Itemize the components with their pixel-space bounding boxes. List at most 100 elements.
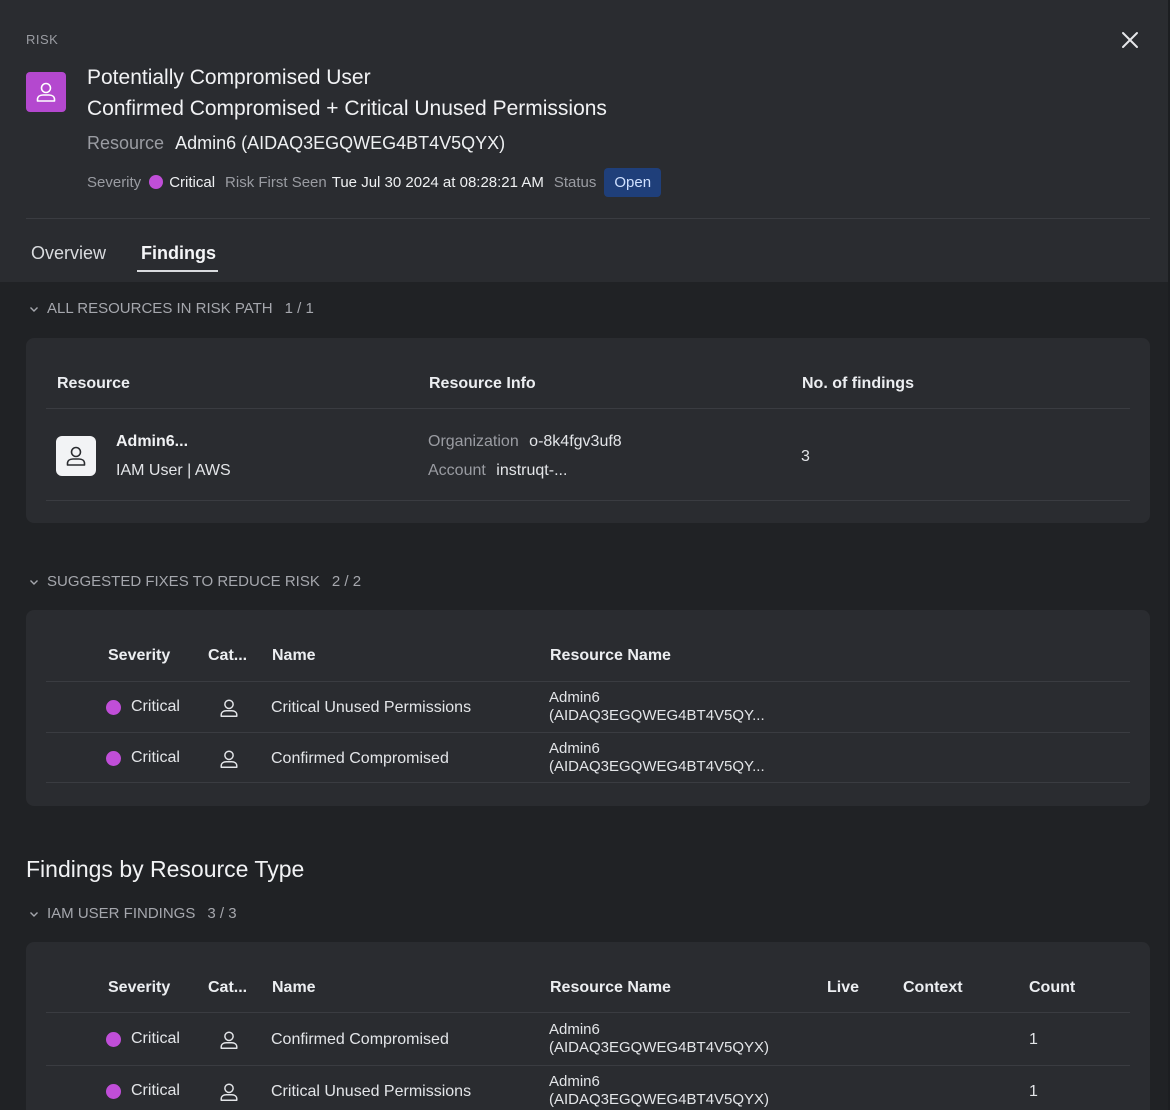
section-toggle-resources[interactable]: ALL RESOURCES IN RISK PATH 1 / 1 (28, 300, 314, 317)
resource-name-line-2: (AIDAQ3EGQWEG4BT4V5QY... (549, 707, 765, 724)
account-label: Account (428, 462, 486, 479)
section-count: 2 / 2 (331, 573, 362, 590)
tab-overview[interactable]: Overview (31, 243, 107, 263)
finding-name[interactable]: Critical Unused Permissions (271, 699, 472, 716)
header-divider (46, 408, 1130, 409)
row-divider (46, 732, 1130, 733)
user-icon (220, 1083, 238, 1101)
close-icon (1122, 32, 1138, 48)
user-icon (220, 699, 238, 717)
severity-cell: Critical (106, 698, 180, 716)
org-value: o-8k4fgv3uf8 (529, 433, 622, 450)
critical-dot-icon (106, 1031, 121, 1047)
severity-text: Critical (131, 1030, 180, 1047)
resource-avatar (56, 436, 96, 476)
findings-count: 3 (801, 448, 810, 465)
column-header-count: Count (1029, 979, 1076, 996)
active-tab-indicator (137, 270, 218, 272)
resource-type: IAM User | AWS (116, 462, 231, 479)
fixes-table: Severity Cat... Name Resource Name Criti… (26, 610, 1150, 806)
section-count: 3 / 3 (207, 905, 237, 922)
user-icon (36, 82, 56, 102)
resource-name-cell: Admin6 (AIDAQ3EGQWEG4BT4V5QYX) (549, 1021, 769, 1057)
status-label: Status (553, 173, 597, 191)
resource-label: Resource (87, 133, 165, 153)
section-title: IAM USER FINDINGS (47, 905, 196, 922)
column-header-severity: Severity (108, 979, 171, 996)
section-count: 1 / 1 (284, 300, 314, 317)
user-icon (66, 446, 86, 466)
column-header-findings: No. of findings (802, 375, 914, 392)
resource-name-cell: Admin6 (AIDAQ3EGQWEG4BT4V5QY... (549, 689, 765, 725)
column-header-resource: Resource (57, 375, 130, 392)
resource-name-line-2: (AIDAQ3EGQWEG4BT4V5QYX) (549, 1091, 770, 1108)
account-value: instruqt-... (496, 462, 568, 479)
resource-name-line-2: (AIDAQ3EGQWEG4BT4V5QY... (549, 758, 765, 775)
column-header-resource-name: Resource Name (550, 979, 671, 996)
resource-name-line-1: Admin6 (549, 1073, 600, 1090)
count-cell: 1 (1029, 1031, 1038, 1048)
status-badge[interactable]: Open (604, 167, 662, 197)
header-divider (26, 218, 1150, 219)
header-divider (46, 681, 1130, 682)
iam-findings-table: Severity Cat... Name Resource Name Live … (26, 942, 1150, 1110)
user-icon (220, 1031, 238, 1049)
severity-text: Critical (131, 749, 180, 766)
chevron-down-icon (30, 579, 38, 585)
resource-name-line-2: (AIDAQ3EGQWEG4BT4V5QYX) (549, 1039, 770, 1056)
column-header-live: Live (827, 979, 860, 996)
finding-name[interactable]: Confirmed Compromised (271, 750, 449, 767)
user-icon (220, 750, 238, 768)
risk-meta: Severity Critical Risk First Seen Tue Ju… (87, 167, 662, 197)
first-seen-label: Risk First Seen (225, 173, 327, 191)
section-toggle-fixes[interactable]: SUGGESTED FIXES TO REDUCE RISK 2 / 2 (28, 573, 361, 590)
risk-kicker: RISK (26, 32, 59, 47)
resource-name-cell: Admin6 (AIDAQ3EGQWEG4BT4V5QYX) (549, 1073, 769, 1109)
finding-name[interactable]: Confirmed Compromised (271, 1031, 449, 1048)
severity-label: Severity (87, 173, 142, 191)
column-header-category: Cat... (208, 647, 248, 664)
first-seen-value: Tue Jul 30 2024 at 08:28:21 AM (331, 173, 544, 191)
severity-cell: Critical (106, 1030, 180, 1048)
count-cell: 1 (1029, 1083, 1038, 1100)
resource-name-line-1: Admin6 (549, 1021, 600, 1038)
org-label: Organization (428, 433, 519, 450)
severity-text: Critical (131, 698, 180, 715)
resource-name-link[interactable]: Admin6... (116, 433, 189, 450)
section-title: ALL RESOURCES IN RISK PATH (47, 300, 273, 317)
risk-user-avatar (26, 72, 66, 112)
tab-findings[interactable]: Findings (141, 243, 216, 263)
section-title: SUGGESTED FIXES TO REDUCE RISK (47, 573, 320, 590)
row-divider (46, 782, 1130, 783)
resource-name-line-1: Admin6 (549, 740, 600, 757)
findings-by-type-heading: Findings by Resource Type (26, 856, 305, 882)
title-line-2: Confirmed Compromised + Critical Unused … (87, 97, 607, 120)
header-divider (46, 1012, 1130, 1013)
risk-header: RISK Potentially Compromised User Confir… (0, 0, 1168, 282)
title-line-1: Potentially Compromised User (87, 66, 371, 89)
finding-name[interactable]: Critical Unused Permissions (271, 1083, 472, 1100)
chevron-down-icon (30, 911, 38, 917)
column-header-resource-info: Resource Info (429, 375, 536, 392)
critical-dot-icon (106, 699, 121, 715)
column-header-name: Name (272, 979, 316, 996)
chevron-down-icon (30, 306, 38, 312)
close-button[interactable] (1116, 26, 1144, 54)
resources-table: Resource Resource Info No. of findings A… (26, 338, 1150, 523)
column-header-name: Name (272, 647, 316, 664)
column-header-category: Cat... (208, 979, 248, 996)
critical-dot-icon (106, 750, 121, 766)
critical-dot-icon (149, 175, 164, 189)
severity-cell: Critical (106, 749, 180, 767)
severity-cell: Critical (106, 1082, 180, 1100)
resource-value: Admin6 (AIDAQ3EGQWEG4BT4V5QYX) (175, 133, 506, 153)
resource-name-cell: Admin6 (AIDAQ3EGQWEG4BT4V5QY... (549, 740, 765, 776)
column-header-severity: Severity (108, 647, 171, 664)
resource-org: Organization o-8k4fgv3uf8 (428, 433, 622, 451)
severity-value: Critical (169, 173, 216, 191)
critical-dot-icon (106, 1083, 121, 1099)
section-toggle-iam-findings[interactable]: IAM USER FINDINGS 3 / 3 (28, 905, 237, 922)
severity-text: Critical (131, 1082, 180, 1099)
resource-account: Account instruqt-... (428, 462, 567, 480)
